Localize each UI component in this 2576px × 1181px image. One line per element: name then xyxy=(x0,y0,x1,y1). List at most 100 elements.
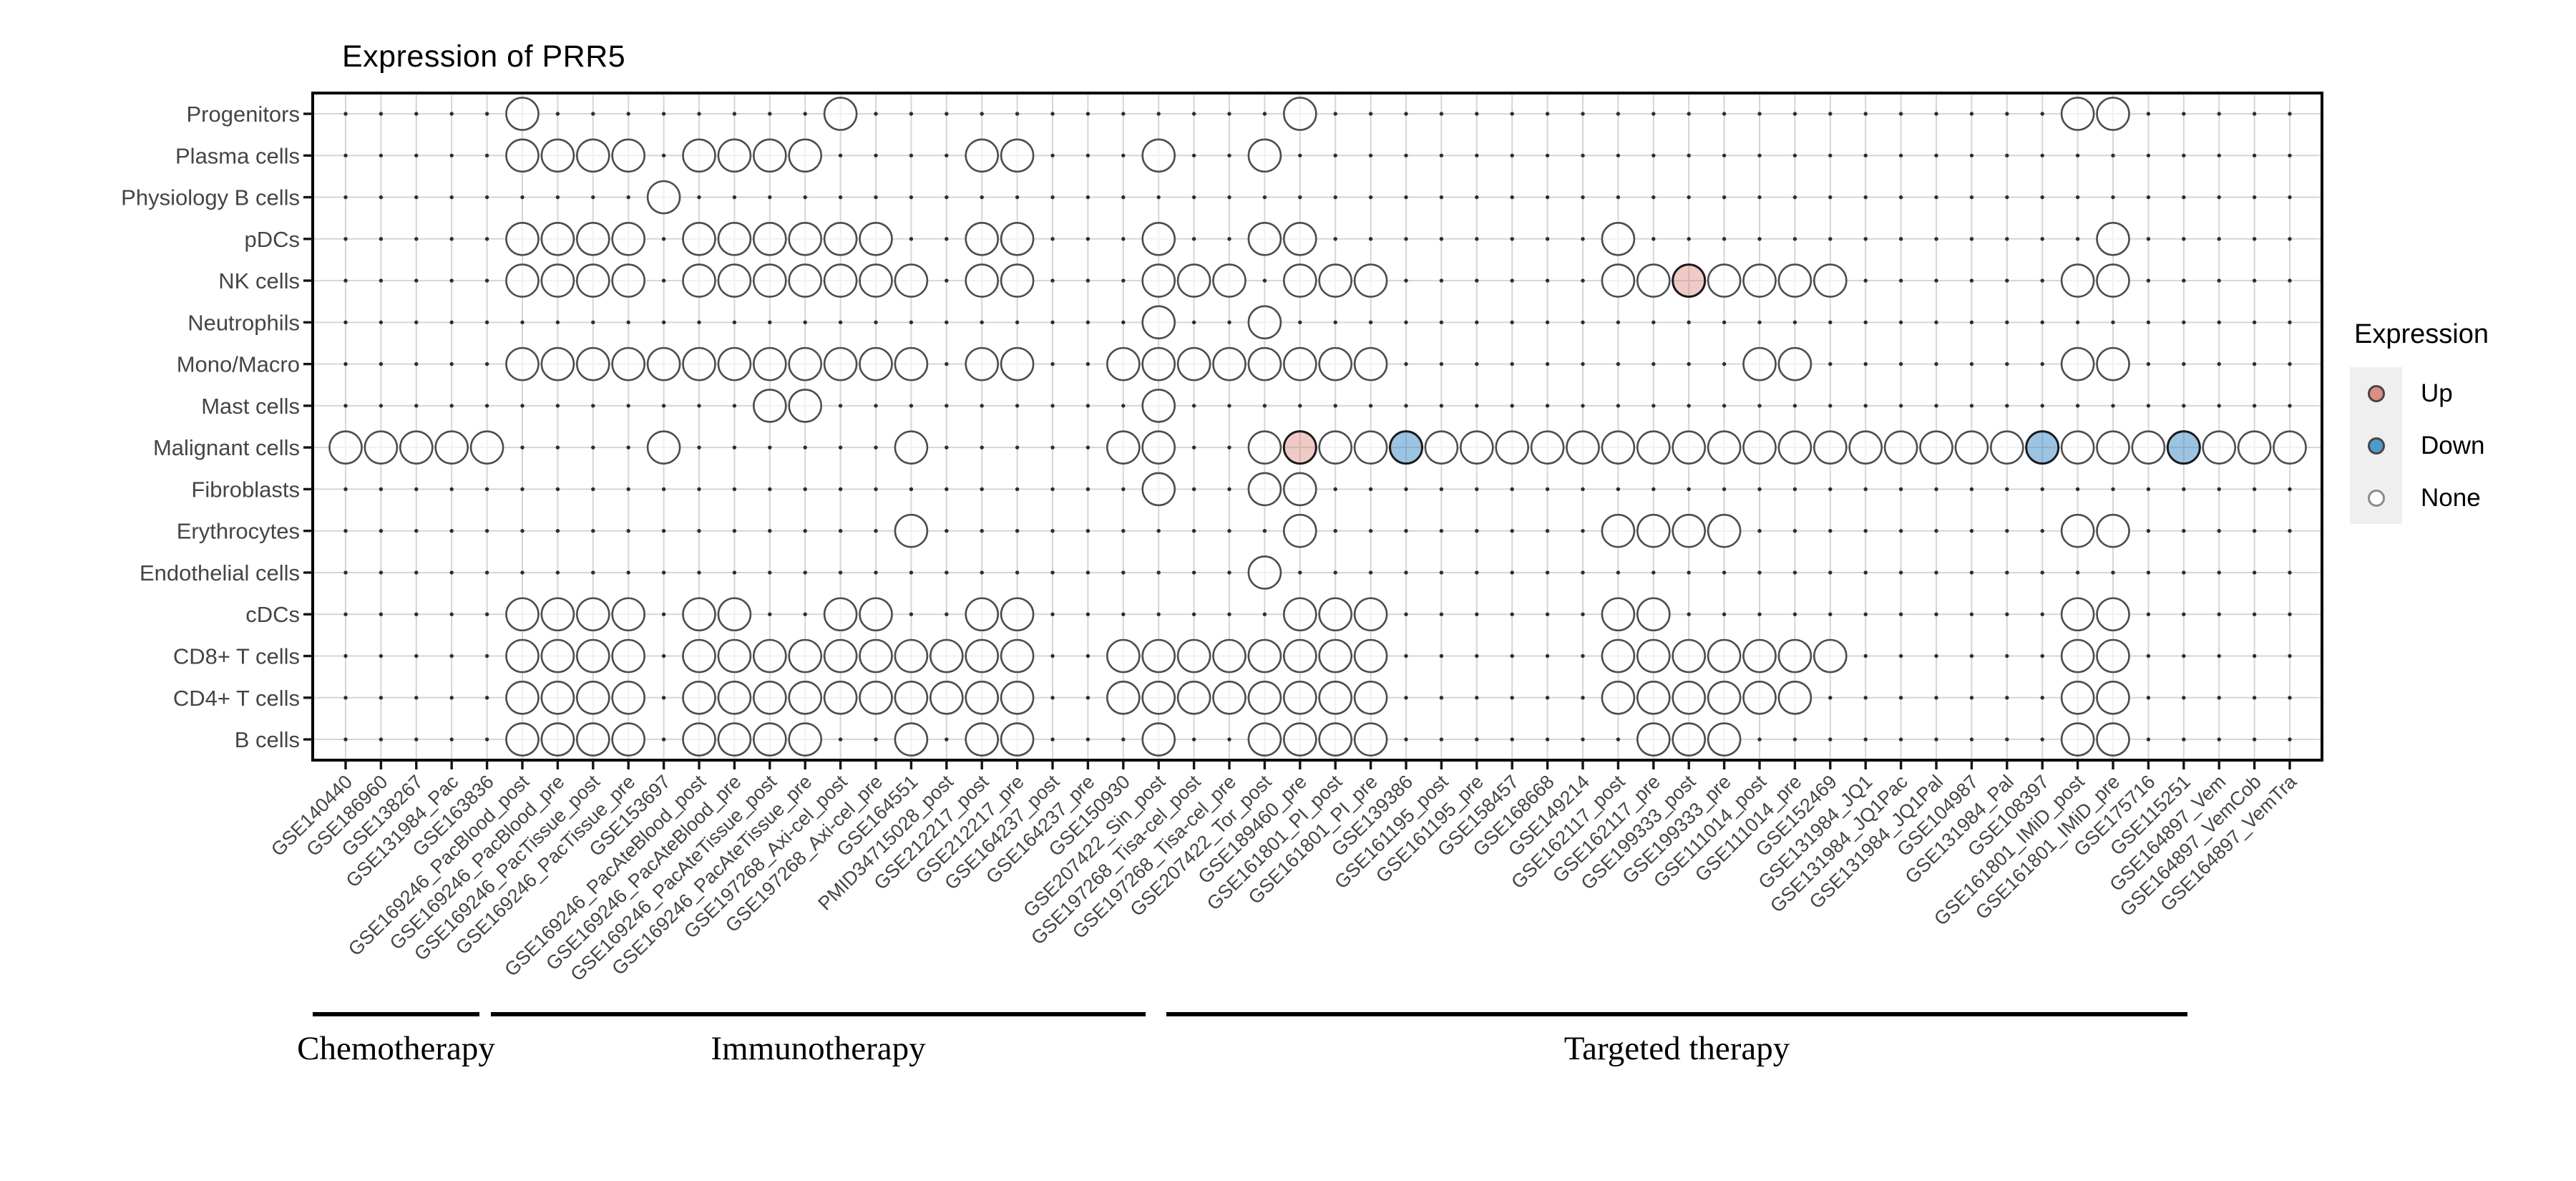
dot-none xyxy=(1813,263,1848,298)
dot-none xyxy=(1106,430,1141,465)
dot-none xyxy=(2096,222,2130,256)
dot-none xyxy=(788,680,822,715)
dot-none xyxy=(1601,513,1636,548)
dot-none xyxy=(2060,513,2095,548)
legend-key-box xyxy=(2350,472,2402,524)
legend-item: Up xyxy=(2350,367,2489,419)
dot-none xyxy=(1601,263,1636,298)
dot-none xyxy=(1672,638,1706,674)
dot-none xyxy=(611,638,646,674)
dot-none xyxy=(1742,430,1777,465)
dot-none xyxy=(575,597,610,632)
dot-none xyxy=(540,222,575,256)
dot-none xyxy=(540,263,575,298)
dot-none xyxy=(575,263,610,298)
dot-none xyxy=(753,222,787,256)
dot-none xyxy=(1283,722,1317,757)
dot-none xyxy=(575,722,610,757)
dot-none xyxy=(1707,513,1742,548)
dot-none xyxy=(1742,263,1777,298)
legend-item: Down xyxy=(2350,419,2489,472)
dot-none xyxy=(1672,430,1706,465)
dot-none xyxy=(2060,597,2095,632)
dot-none xyxy=(1141,638,1176,674)
dot-none xyxy=(1141,389,1176,423)
legend-item-label: Down xyxy=(2421,431,2485,460)
dot-none xyxy=(1672,722,1706,757)
dot-none xyxy=(505,346,540,381)
dot-none xyxy=(1247,472,1282,507)
dot-none xyxy=(788,638,822,674)
dot-none xyxy=(1283,263,1317,298)
chart-title: Expression of PRR5 xyxy=(342,39,626,74)
dot-none xyxy=(2096,97,2130,131)
dot-none xyxy=(1742,346,1777,381)
dot-none xyxy=(1672,513,1706,548)
axis-ticks xyxy=(303,112,2291,769)
dot-none xyxy=(823,638,858,674)
dot-none xyxy=(1777,430,1813,465)
dot-none xyxy=(717,722,752,757)
dot-none xyxy=(682,138,716,173)
dot-none xyxy=(2060,97,2095,131)
dot-none xyxy=(1283,513,1317,548)
dot-none xyxy=(1212,638,1246,674)
dot-none xyxy=(1283,638,1317,674)
dot-none xyxy=(505,97,540,131)
dot-none xyxy=(2096,263,2130,298)
dot-none xyxy=(965,638,999,674)
dot-none xyxy=(1176,638,1211,674)
dot-none xyxy=(1707,430,1742,465)
dot-none xyxy=(505,638,540,674)
dot-none xyxy=(1636,430,1671,465)
dot-none xyxy=(788,263,822,298)
dot-none xyxy=(1283,97,1317,131)
dot-none xyxy=(788,222,822,256)
dot-none xyxy=(823,346,858,381)
dot-none xyxy=(1141,305,1176,340)
dot-none xyxy=(965,346,999,381)
dot-none xyxy=(2096,680,2130,715)
dot-none xyxy=(364,430,399,465)
expression-dots xyxy=(328,97,2307,757)
dot-none xyxy=(1954,430,1989,465)
dot-none xyxy=(894,346,929,381)
dot-none xyxy=(540,346,575,381)
dot-none xyxy=(1141,138,1176,173)
dot-none xyxy=(682,597,716,632)
svg-text:Neutrophils: Neutrophils xyxy=(187,310,300,335)
dot-none xyxy=(1883,430,1918,465)
dot-none xyxy=(717,138,752,173)
dot-none xyxy=(1106,680,1141,715)
dot-none xyxy=(2096,638,2130,674)
dot-none xyxy=(1141,472,1176,507)
dot-none xyxy=(505,680,540,715)
dot-none xyxy=(859,346,893,381)
dot-none xyxy=(540,638,575,674)
dot-none xyxy=(505,722,540,757)
dot-none xyxy=(717,680,752,715)
dot-none xyxy=(1353,346,1388,381)
legend-title: Expression xyxy=(2354,319,2489,349)
dot-none xyxy=(2060,638,2095,674)
dot-none xyxy=(1495,430,1529,465)
svg-text:Fibroblasts: Fibroblasts xyxy=(191,477,300,502)
dot-none xyxy=(965,263,999,298)
dot-none xyxy=(823,222,858,256)
dot-none xyxy=(2273,430,2307,465)
dot-none xyxy=(2131,430,2166,465)
dot-none xyxy=(611,597,646,632)
dot-none xyxy=(1318,346,1352,381)
dot-none xyxy=(1742,680,1777,715)
dot-none xyxy=(2096,346,2130,381)
dot-none xyxy=(1141,222,1176,256)
dot-none xyxy=(1318,263,1352,298)
dot-none xyxy=(646,180,681,215)
panel-border xyxy=(311,92,2323,762)
dot-none xyxy=(965,597,999,632)
dot-none xyxy=(1247,346,1282,381)
dot-none xyxy=(1353,263,1388,298)
dot-none xyxy=(753,263,787,298)
dot-none xyxy=(788,138,822,173)
dot-none xyxy=(328,430,363,465)
